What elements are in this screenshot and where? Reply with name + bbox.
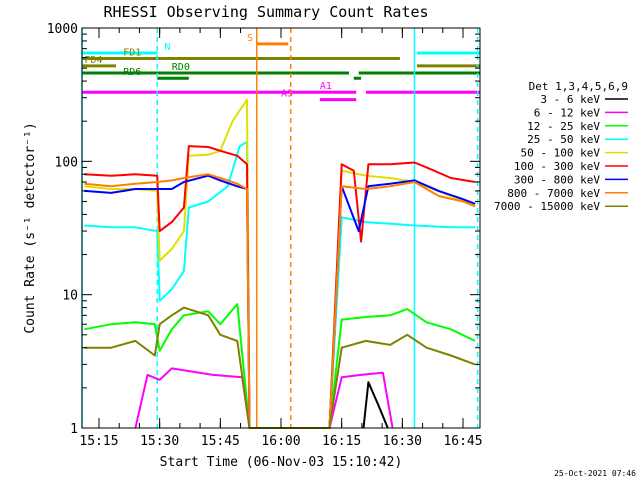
timestamp: 25-Oct-2021 07:46 bbox=[554, 469, 636, 478]
flag-label-s: S bbox=[247, 33, 253, 44]
x-tick-label: 16:00 bbox=[261, 434, 300, 449]
y-axis-label: Count Rate (s⁻¹ detector⁻¹) bbox=[23, 122, 38, 333]
legend-label: 300 - 800 keV bbox=[514, 173, 600, 186]
x-tick-label: 15:45 bbox=[201, 434, 240, 449]
series-line bbox=[84, 306, 476, 429]
x-tick-label: 16:30 bbox=[383, 434, 422, 449]
y-tick-label: 1000 bbox=[47, 22, 78, 37]
legend-label: 25 - 50 keV bbox=[527, 133, 600, 146]
legend-label: 12 - 25 keV bbox=[527, 120, 600, 133]
flag-label-a3: A3 bbox=[281, 89, 293, 100]
flag-label-fd4: FD4 bbox=[84, 55, 102, 66]
y-tick-label: 100 bbox=[55, 155, 78, 170]
y-tick-label: 10 bbox=[62, 289, 78, 304]
flag-label-rd0: RD0 bbox=[172, 62, 190, 73]
legend-label: 6 - 12 keV bbox=[534, 106, 601, 119]
series-line bbox=[84, 173, 476, 429]
series-line bbox=[134, 367, 394, 429]
series-line bbox=[84, 145, 476, 429]
chart-title: RHESSI Observing Summary Count Rates bbox=[103, 3, 428, 21]
series-line bbox=[84, 303, 476, 429]
flag-label-rd6: RD6 bbox=[123, 67, 141, 78]
x-tick-label: 15:15 bbox=[79, 434, 118, 449]
x-tick-label: 15:30 bbox=[140, 434, 179, 449]
flag-label-n: N bbox=[165, 42, 171, 53]
x-tick-label: 16:45 bbox=[443, 434, 482, 449]
legend-label: 100 - 300 keV bbox=[514, 160, 600, 173]
legend-title: Det 1,3,4,5,6,9 bbox=[529, 80, 628, 93]
legend-label: 3 - 6 keV bbox=[540, 93, 600, 106]
legend-label: 50 - 100 keV bbox=[521, 147, 601, 160]
flag-label-a1: A1 bbox=[320, 81, 332, 92]
x-tick-label: 16:15 bbox=[322, 434, 361, 449]
flag-label-fd1: FD1 bbox=[123, 48, 141, 59]
series-line bbox=[84, 98, 476, 429]
legend-label: 800 - 7000 keV bbox=[507, 187, 600, 200]
series-line bbox=[362, 381, 389, 429]
legend-label: 7000 - 15000 keV bbox=[494, 200, 600, 213]
x-axis-label: Start Time (06-Nov-03 15:10:42) bbox=[160, 455, 403, 470]
series-line bbox=[84, 140, 476, 429]
y-tick-label: 1 bbox=[70, 422, 78, 437]
